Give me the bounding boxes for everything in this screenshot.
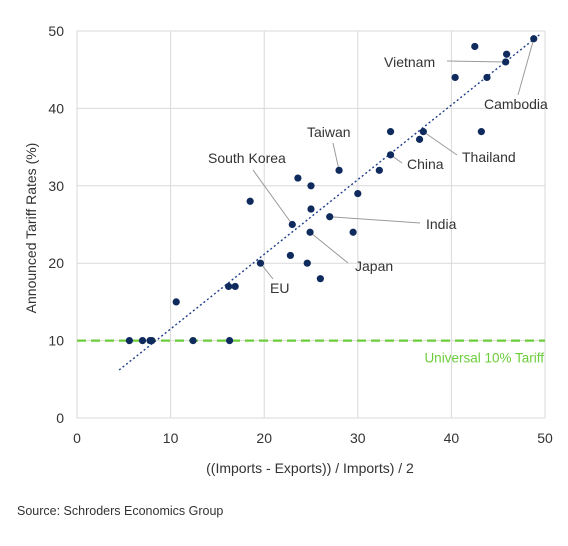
annotation-leader [423,131,458,156]
annotation-label: Japan [355,258,393,274]
scatter-chart: Universal 10% Tariff 0 10 20 30 40 50 0 10 20 30… [23,23,553,476]
annotation-leader [252,169,293,225]
annotation-label: Cambodia [484,96,548,112]
data-point [256,259,265,267]
annotation-leader [446,60,506,63]
annotation-label: EU [270,280,289,296]
data-point [502,58,510,66]
y-tick-labels: 0 10 20 30 40 50 [48,23,64,426]
annotation-leader [329,216,421,224]
annotation-label: South Korea [208,150,286,166]
x-tick-label: 10 [163,430,179,446]
data-point [172,298,180,306]
annotation-labels: Vietnam Cambodia Taiwan Thailand China South … [208,54,548,296]
data-point [483,73,491,82]
data-point [303,259,311,267]
x-tick-label: 0 [73,430,81,446]
data-point [477,128,485,136]
annotation-label: Vietnam [384,54,435,70]
data-point [386,128,395,136]
y-tick-label: 50 [48,23,64,39]
data-point [138,337,147,345]
y-tick-label: 0 [56,410,64,426]
x-tick-label: 30 [350,430,366,446]
data-point [225,282,233,291]
y-tick-label: 20 [48,255,64,271]
data-point [189,337,197,345]
data-point [246,197,254,205]
data-point [294,174,302,182]
annotation-label: Taiwan [307,124,351,140]
universal-tariff-label: Universal 10% Tariff [424,351,544,366]
data-point [125,337,134,345]
data-point [307,182,315,190]
x-tick-label: 40 [444,430,460,446]
data-point [335,166,343,174]
annotation-leader [309,231,349,264]
y-axis-label: Announced Tariff Rates (%) [23,143,39,314]
data-point [349,228,357,236]
data-point [286,251,295,260]
data-point [471,42,479,51]
annotation-label: Thailand [462,149,516,165]
data-point [354,189,362,198]
data-point [530,35,538,43]
data-point [316,275,324,283]
annotation-leaders [252,38,535,280]
annotation-leader [517,38,535,96]
annotation-label: China [407,156,444,172]
x-tick-label: 50 [537,430,553,446]
trend-line [118,33,541,371]
data-point [503,50,511,58]
data-point [306,228,314,236]
y-tick-label: 30 [48,178,64,194]
grid-lines [76,30,546,419]
x-tick-label: 20 [256,430,272,446]
source-note: Source: Schroders Economics Group [17,504,224,518]
annotation-leader [332,142,340,171]
y-tick-label: 40 [48,100,64,116]
data-point [288,220,296,229]
data-points [125,35,538,345]
data-point [326,213,334,221]
data-point [419,128,427,136]
x-axis-label: ((Imports - Exports)) / Imports) / 2 [206,460,414,476]
annotation-label: India [426,216,457,232]
data-point [451,73,459,82]
data-point [386,151,395,159]
data-point [225,337,234,345]
x-tick-labels: 0 10 20 30 40 50 [73,430,553,446]
data-point [148,337,156,345]
y-tick-label: 10 [48,333,64,349]
data-point [415,135,424,143]
data-point [375,166,383,174]
data-point [307,205,315,213]
data-point [231,282,239,291]
